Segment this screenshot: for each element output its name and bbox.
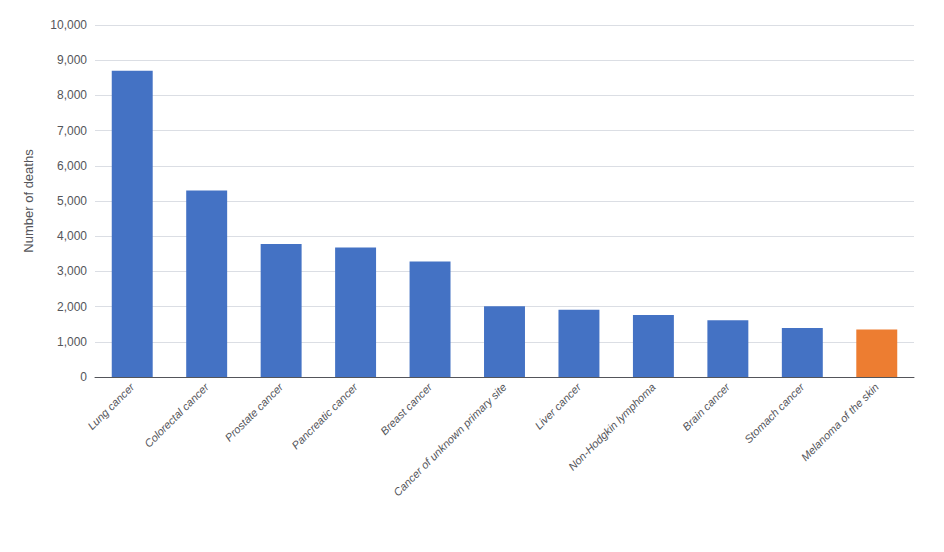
svg-text:Melanoma of the skin: Melanoma of the skin — [799, 381, 881, 463]
svg-text:Liver cancer: Liver cancer — [532, 380, 584, 432]
svg-text:1,000: 1,000 — [57, 335, 87, 349]
svg-text:Number of deaths: Number of deaths — [21, 149, 36, 253]
svg-text:0: 0 — [80, 370, 87, 384]
svg-text:6,000: 6,000 — [57, 159, 87, 173]
svg-text:Brain cancer: Brain cancer — [680, 380, 733, 433]
svg-text:7,000: 7,000 — [57, 124, 87, 138]
svg-text:8,000: 8,000 — [57, 88, 87, 102]
svg-text:Cancer of unknown primary site: Cancer of unknown primary site — [391, 381, 509, 499]
svg-text:3,000: 3,000 — [57, 264, 87, 278]
svg-text:4,000: 4,000 — [57, 229, 87, 243]
svg-text:Non-Hodgkin lymphoma: Non-Hodgkin lymphoma — [566, 381, 658, 473]
svg-text:Breast cancer: Breast cancer — [378, 380, 435, 437]
svg-text:Pancreatic cancer: Pancreatic cancer — [289, 380, 361, 452]
svg-text:Colorectal cancer: Colorectal cancer — [142, 380, 212, 450]
svg-text:10,000: 10,000 — [50, 18, 87, 32]
svg-text:2,000: 2,000 — [57, 300, 87, 314]
svg-text:Lung cancer: Lung cancer — [85, 380, 137, 432]
svg-text:5,000: 5,000 — [57, 194, 87, 208]
svg-text:9,000: 9,000 — [57, 53, 87, 67]
svg-text:Stomach cancer: Stomach cancer — [742, 380, 808, 446]
svg-text:Prostate cancer: Prostate cancer — [222, 380, 286, 444]
